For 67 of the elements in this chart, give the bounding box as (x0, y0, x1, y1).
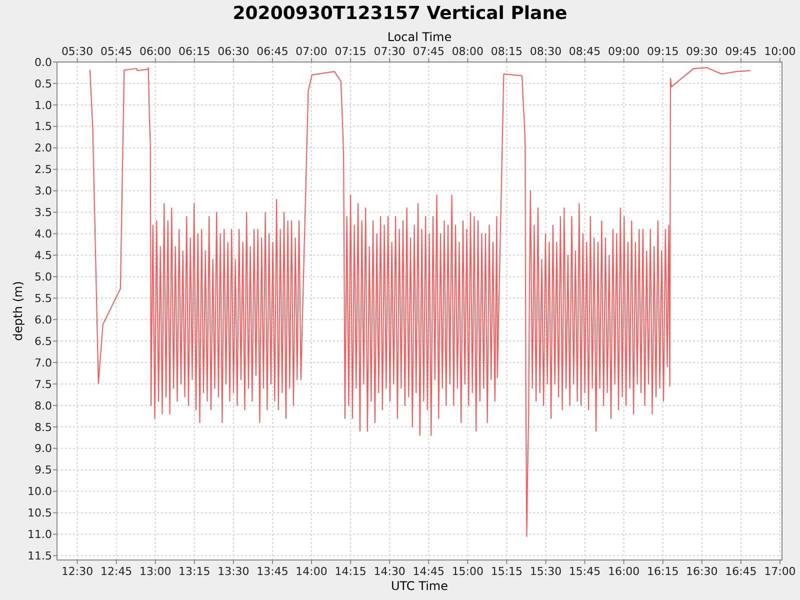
y-tick-label: 3.0 (34, 184, 52, 198)
x-tick-label: 16:30 (686, 565, 718, 578)
x2-tick-label: 07:15 (334, 45, 366, 58)
x-tick-label: 16:15 (647, 565, 679, 578)
x-tick-label: 12:30 (61, 565, 94, 578)
x-tick-label: 13:30 (218, 565, 250, 578)
y-tick-label: 4.0 (34, 228, 52, 241)
x-tick-label: 13:45 (256, 565, 288, 578)
x-axis-title: UTC Time (391, 579, 448, 593)
y-tick-label: 10.5 (28, 506, 52, 520)
y-tick-label: 3.5 (34, 206, 52, 220)
y-tick-label: 1.0 (34, 98, 52, 112)
x2-tick-label: 08:45 (568, 45, 601, 58)
x2-tick-label: 07:00 (296, 45, 328, 58)
chart-title: 20200930T123157 Vertical Plane (232, 3, 568, 24)
x-tick-label: 15:15 (490, 565, 523, 578)
x2-tick-label: 06:00 (140, 45, 172, 58)
y-tick-label: 5.5 (34, 292, 52, 305)
x-tick-label: 14:30 (374, 565, 406, 578)
y-tick-label: 0.5 (34, 77, 52, 90)
x2-tick-label: 07:45 (412, 45, 444, 58)
x2-tick-label: 08:30 (530, 45, 562, 58)
x-tick-label: 16:45 (725, 565, 757, 578)
y-tick-label: 1.5 (34, 120, 52, 134)
y-tick-label: 2.5 (34, 163, 52, 176)
x2-tick-label: 08:00 (452, 45, 484, 58)
x2-axis-title: Local Time (387, 30, 452, 44)
y-tick-label: 0.0 (34, 56, 52, 69)
x2-tick-label: 09:00 (608, 45, 640, 58)
x2-tick-label: 09:45 (725, 45, 757, 58)
x-tick-label: 13:00 (140, 565, 172, 578)
x2-tick-label: 10:00 (764, 45, 796, 58)
y-tick-label: 7.5 (34, 378, 52, 391)
y-tick-label: 11.0 (28, 528, 52, 542)
x2-tick-label: 06:45 (256, 45, 288, 58)
x-tick-label: 14:00 (296, 565, 328, 578)
y-tick-label: 6.0 (34, 313, 52, 326)
x2-tick-label: 07:30 (374, 45, 406, 58)
x-tick-label: 12:45 (100, 565, 132, 578)
x2-tick-label: 05:45 (100, 45, 132, 58)
x-tick-label: 15:45 (568, 565, 601, 578)
y-tick-label: 8.0 (34, 399, 52, 412)
x2-tick-label: 06:30 (218, 45, 250, 58)
y-tick-label: 10.0 (28, 485, 52, 498)
x2-tick-label: 05:30 (61, 45, 94, 58)
y-tick-label: 7.0 (34, 356, 52, 370)
y-tick-label: 9.5 (34, 464, 52, 477)
line-series (89, 67, 750, 537)
x-tick-label: 17:00 (764, 565, 796, 578)
x2-tick-label: 06:15 (178, 45, 210, 58)
x-tick-label: 14:15 (334, 565, 366, 578)
y-tick-label: 8.5 (34, 420, 52, 434)
x-tick-label: 13:15 (178, 565, 210, 578)
x-tick-label: 16:00 (608, 565, 640, 578)
x2-tick-label: 09:30 (686, 45, 718, 58)
x-tick-label: 15:30 (530, 565, 562, 578)
y-tick-label: 9.0 (34, 442, 52, 456)
y-tick-label: 4.5 (34, 249, 52, 262)
y-tick-label: 2.0 (34, 142, 52, 155)
x2-tick-label: 08:15 (490, 45, 523, 58)
x-tick-label: 15:00 (452, 565, 484, 578)
y-tick-label: 5.0 (34, 270, 52, 284)
y-axis-title: depth (m) (11, 281, 25, 341)
y-tick-label: 11.5 (28, 550, 52, 563)
y-tick-label: 6.5 (34, 334, 52, 348)
x-tick-label: 14:45 (412, 565, 444, 578)
x2-tick-label: 09:15 (647, 45, 679, 58)
